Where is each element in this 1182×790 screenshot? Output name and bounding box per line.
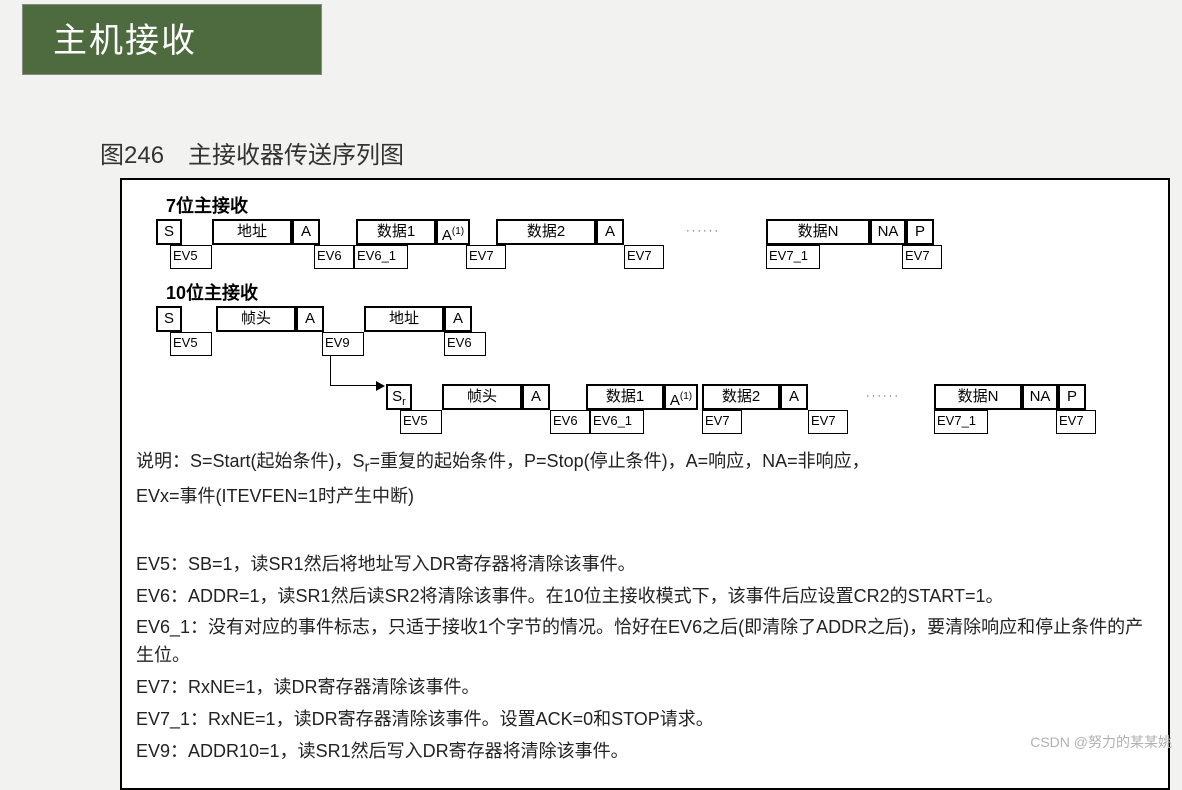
- event-cell: EV7: [702, 410, 742, 434]
- event-cell: EV7_1: [934, 410, 988, 434]
- seq-cell: A: [596, 219, 624, 245]
- explain-line: EV7：RxNE=1，读DR寄存器清除该事件。: [136, 674, 1154, 702]
- seq-cell: P: [906, 219, 934, 245]
- seq-cell: NA: [1022, 384, 1058, 410]
- watermark: CSDN @努力的某某姚: [1030, 732, 1172, 752]
- event-cell: EV7: [808, 410, 848, 434]
- event-cell: EV9: [322, 332, 364, 356]
- event-cell: EV7: [466, 245, 506, 269]
- seq-cell: Sr: [386, 384, 412, 410]
- seq10a: S帧头A地址A EV5EV9EV6: [146, 306, 1154, 362]
- seq-cell: 帧头: [442, 384, 522, 410]
- diagram-frame: 7位主接收 S地址A数据1A(1)数据2A数据NNAP EV5EV6EV6_1E…: [120, 178, 1170, 790]
- seq-cell: A(1): [436, 219, 470, 245]
- seq-cell: 数据1: [356, 219, 436, 245]
- event-cell: EV6: [314, 245, 354, 269]
- seq-cell: A: [292, 219, 320, 245]
- seq-cell: 数据2: [702, 384, 780, 410]
- seq-cell: 数据N: [766, 219, 870, 245]
- seq-cell: A(1): [664, 384, 698, 410]
- explain-line: EV5：SB=1，读SR1然后将地址写入DR寄存器将清除该事件。: [136, 551, 1154, 579]
- explain-line: EV6：ADDR=1，读SR1然后读SR2将清除该事件。在10位主接收模式下，该…: [136, 583, 1154, 611]
- seq7-dots: ······: [686, 225, 720, 237]
- event-cell: EV7: [902, 245, 942, 269]
- event-cell: EV6: [444, 332, 486, 356]
- seq10-label: 10位主接收: [166, 279, 1154, 305]
- explain-line: EV7_1：RxNE=1，读DR寄存器清除该事件。设置ACK=0和STOP请求。: [136, 706, 1154, 734]
- event-cell: EV6_1: [354, 245, 408, 269]
- seq10b: Sr帧头A数据1A(1)数据2A数据NNAP EV5EV6EV6_1EV7EV7…: [146, 384, 1154, 440]
- seq-cell: A: [522, 384, 550, 410]
- event-cell: EV7_1: [766, 245, 820, 269]
- event-cell: EV7: [1056, 410, 1096, 434]
- seq-cell: 帧头: [216, 306, 296, 332]
- explain-line: 说明：S=Start(起始条件)，Sr=重复的起始条件，P=Stop(停止条件)…: [136, 448, 1154, 479]
- event-cell: EV6_1: [590, 410, 644, 434]
- event-cell: EV5: [170, 332, 212, 356]
- seq-cell: 地址: [364, 306, 444, 332]
- seq-cell: 数据2: [496, 219, 596, 245]
- repeat-arrow: [330, 356, 378, 386]
- seq-cell: A: [296, 306, 324, 332]
- seq-cell: P: [1058, 384, 1086, 410]
- figure-caption: 图246 主接收器传送序列图: [100, 135, 1182, 170]
- seq-cell: S: [156, 219, 182, 245]
- seq-cell: NA: [870, 219, 906, 245]
- event-cell: EV5: [400, 410, 442, 434]
- explain-line: [136, 517, 1154, 545]
- page-title: 主机接收: [22, 4, 322, 75]
- seq-cell: 地址: [212, 219, 292, 245]
- event-cell: EV7: [624, 245, 664, 269]
- explain-line: EV9：ADDR10=1，读SR1然后写入DR寄存器将清除该事件。: [136, 738, 1154, 766]
- seq-cell: A: [444, 306, 472, 332]
- explanation: 说明：S=Start(起始条件)，Sr=重复的起始条件，P=Stop(停止条件)…: [136, 448, 1154, 766]
- event-cell: EV5: [170, 245, 212, 269]
- seq7-label: 7位主接收: [166, 192, 1154, 218]
- seq-cell: 数据N: [934, 384, 1022, 410]
- seq10b-dots: ······: [866, 390, 900, 402]
- seq7: S地址A数据1A(1)数据2A数据NNAP EV5EV6EV6_1EV7EV7E…: [146, 219, 1154, 275]
- event-cell: EV6: [550, 410, 590, 434]
- explain-line: EVx=事件(ITEVFEN=1时产生中断): [136, 483, 1154, 511]
- seq-cell: 数据1: [586, 384, 664, 410]
- seq-cell: S: [156, 306, 182, 332]
- seq-cell: A: [780, 384, 808, 410]
- explain-line: EV6_1：没有对应的事件标志，只适于接收1个字节的情况。恰好在EV6之后(即清…: [136, 614, 1154, 670]
